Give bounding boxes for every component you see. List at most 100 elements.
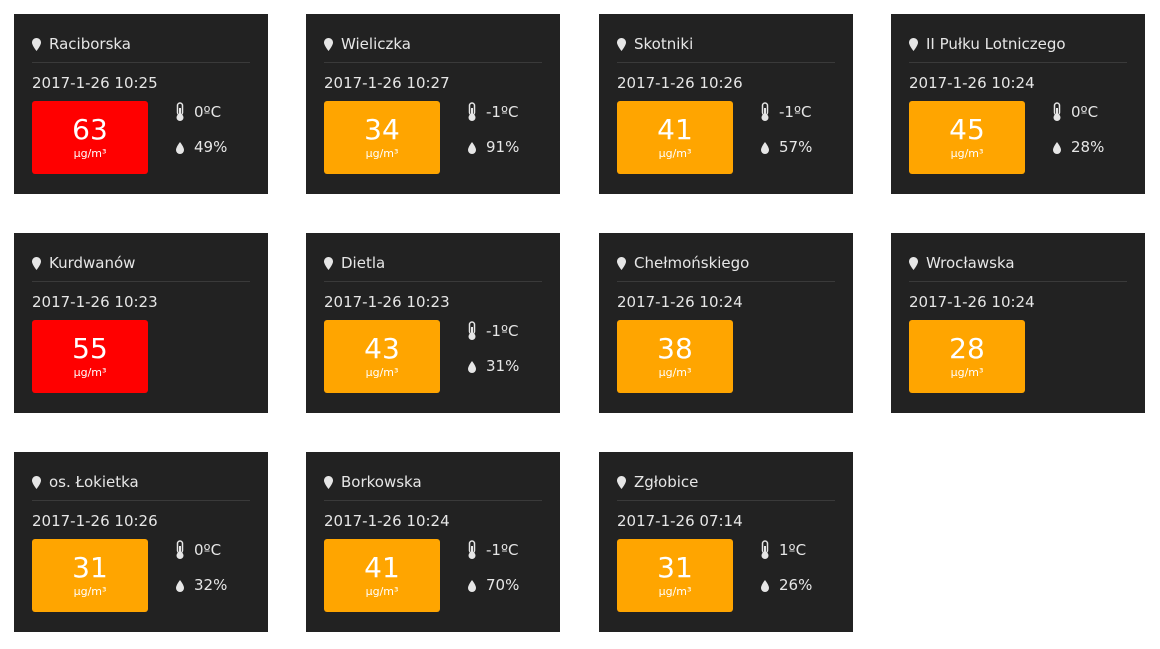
pm-value: 28 (949, 332, 985, 365)
timestamp: 2017-1-26 10:24 (324, 512, 450, 530)
pm-reading-box: 28 µg/m³ (909, 320, 1025, 393)
temperature-value: 0ºC (194, 103, 222, 121)
pm-unit: µg/m³ (950, 366, 984, 379)
station-card[interactable]: os. Łokietka 2017-1-26 10:26 31 µg/m³ 0º… (14, 452, 268, 632)
station-card[interactable]: II Pułku Lotniczego 2017-1-26 10:24 45 µ… (891, 14, 1145, 194)
map-pin-icon (617, 256, 626, 270)
humidity-value: 57% (779, 138, 813, 156)
thermometer-icon (176, 102, 184, 121)
droplet-icon (1053, 142, 1061, 154)
station-name: Zgłobice (634, 473, 699, 491)
pm-unit: µg/m³ (365, 585, 399, 598)
station-name: os. Łokietka (49, 473, 139, 491)
station-card[interactable]: Wieliczka 2017-1-26 10:27 34 µg/m³ -1ºC … (306, 14, 560, 194)
map-pin-icon (32, 256, 41, 270)
timestamp: 2017-1-26 10:24 (909, 74, 1035, 92)
humidity-value: 91% (486, 138, 520, 156)
temperature-value: 0ºC (194, 541, 222, 559)
pm-unit: µg/m³ (658, 585, 692, 598)
droplet-icon (468, 580, 476, 592)
station-card[interactable]: Chełmońskiego 2017-1-26 10:24 38 µg/m³ (599, 233, 853, 413)
pm-unit: µg/m³ (950, 147, 984, 160)
droplet-icon (761, 580, 769, 592)
pm-value: 63 (72, 113, 108, 146)
station-card[interactable]: Raciborska 2017-1-26 10:25 63 µg/m³ 0ºC … (14, 14, 268, 194)
thermometer-icon (468, 321, 476, 340)
droplet-icon (176, 142, 184, 154)
map-pin-icon (324, 475, 333, 489)
pm-unit: µg/m³ (73, 147, 107, 160)
temperature-reading: -1ºC (466, 102, 519, 122)
map-pin-icon (617, 475, 626, 489)
pm-unit: µg/m³ (365, 147, 399, 160)
station-header: Chełmońskiego (617, 252, 835, 282)
temperature-value: 0ºC (1071, 103, 1099, 121)
map-pin-icon (324, 37, 333, 51)
pm-reading-box: 41 µg/m³ (324, 539, 440, 612)
temperature-reading: 0ºC (174, 102, 221, 122)
thermometer-icon (468, 102, 476, 121)
station-card[interactable]: Dietla 2017-1-26 10:23 43 µg/m³ -1ºC 31% (306, 233, 560, 413)
temperature-reading: 1ºC (759, 540, 806, 560)
station-name: Kurdwanów (49, 254, 136, 272)
humidity-reading: 49% (174, 137, 227, 157)
map-pin-icon (909, 256, 918, 270)
humidity-reading: 32% (174, 575, 227, 595)
timestamp: 2017-1-26 10:26 (32, 512, 158, 530)
humidity-reading: 26% (759, 575, 812, 595)
pm-unit: µg/m³ (73, 585, 107, 598)
timestamp: 2017-1-26 10:27 (324, 74, 450, 92)
station-card[interactable]: Zgłobice 2017-1-26 07:14 31 µg/m³ 1ºC 26… (599, 452, 853, 632)
temperature-reading: -1ºC (466, 321, 519, 341)
humidity-value: 26% (779, 576, 813, 594)
temperature-value: -1ºC (486, 322, 519, 340)
thermometer-icon (1053, 102, 1061, 121)
station-header: Borkowska (324, 471, 542, 501)
station-header: os. Łokietka (32, 471, 250, 501)
humidity-reading: 31% (466, 356, 519, 376)
station-header: Raciborska (32, 33, 250, 63)
thermometer-icon (176, 540, 184, 559)
pm-reading-box: 31 µg/m³ (617, 539, 733, 612)
droplet-icon (468, 142, 476, 154)
droplet-icon (468, 361, 476, 373)
pm-value: 34 (364, 113, 400, 146)
station-header: II Pułku Lotniczego (909, 33, 1127, 63)
temperature-reading: 0ºC (174, 540, 221, 560)
station-card[interactable]: Borkowska 2017-1-26 10:24 41 µg/m³ -1ºC … (306, 452, 560, 632)
humidity-reading: 57% (759, 137, 812, 157)
station-header: Wieliczka (324, 33, 542, 63)
pm-reading-box: 43 µg/m³ (324, 320, 440, 393)
pm-unit: µg/m³ (658, 147, 692, 160)
station-name: II Pułku Lotniczego (926, 35, 1066, 53)
thermometer-icon (761, 102, 769, 121)
temperature-value: -1ºC (486, 541, 519, 559)
temperature-reading: -1ºC (466, 540, 519, 560)
droplet-icon (761, 142, 769, 154)
pm-unit: µg/m³ (658, 366, 692, 379)
pm-reading-box: 45 µg/m³ (909, 101, 1025, 174)
station-card[interactable]: Wrocławska 2017-1-26 10:24 28 µg/m³ (891, 233, 1145, 413)
pm-unit: µg/m³ (73, 366, 107, 379)
timestamp: 2017-1-26 10:26 (617, 74, 743, 92)
pm-value: 31 (72, 551, 108, 584)
humidity-reading: 28% (1051, 137, 1104, 157)
station-name: Skotniki (634, 35, 694, 53)
station-card[interactable]: Skotniki 2017-1-26 10:26 41 µg/m³ -1ºC 5… (599, 14, 853, 194)
station-name: Wieliczka (341, 35, 411, 53)
humidity-value: 49% (194, 138, 228, 156)
temperature-reading: -1ºC (759, 102, 812, 122)
pm-value: 31 (657, 551, 693, 584)
pm-reading-box: 55 µg/m³ (32, 320, 148, 393)
map-pin-icon (324, 256, 333, 270)
station-name: Dietla (341, 254, 386, 272)
station-header: Dietla (324, 252, 542, 282)
station-header: Wrocławska (909, 252, 1127, 282)
station-header: Kurdwanów (32, 252, 250, 282)
pm-value: 38 (657, 332, 693, 365)
pm-reading-box: 31 µg/m³ (32, 539, 148, 612)
humidity-reading: 91% (466, 137, 519, 157)
station-card[interactable]: Kurdwanów 2017-1-26 10:23 55 µg/m³ (14, 233, 268, 413)
temperature-reading: 0ºC (1051, 102, 1098, 122)
